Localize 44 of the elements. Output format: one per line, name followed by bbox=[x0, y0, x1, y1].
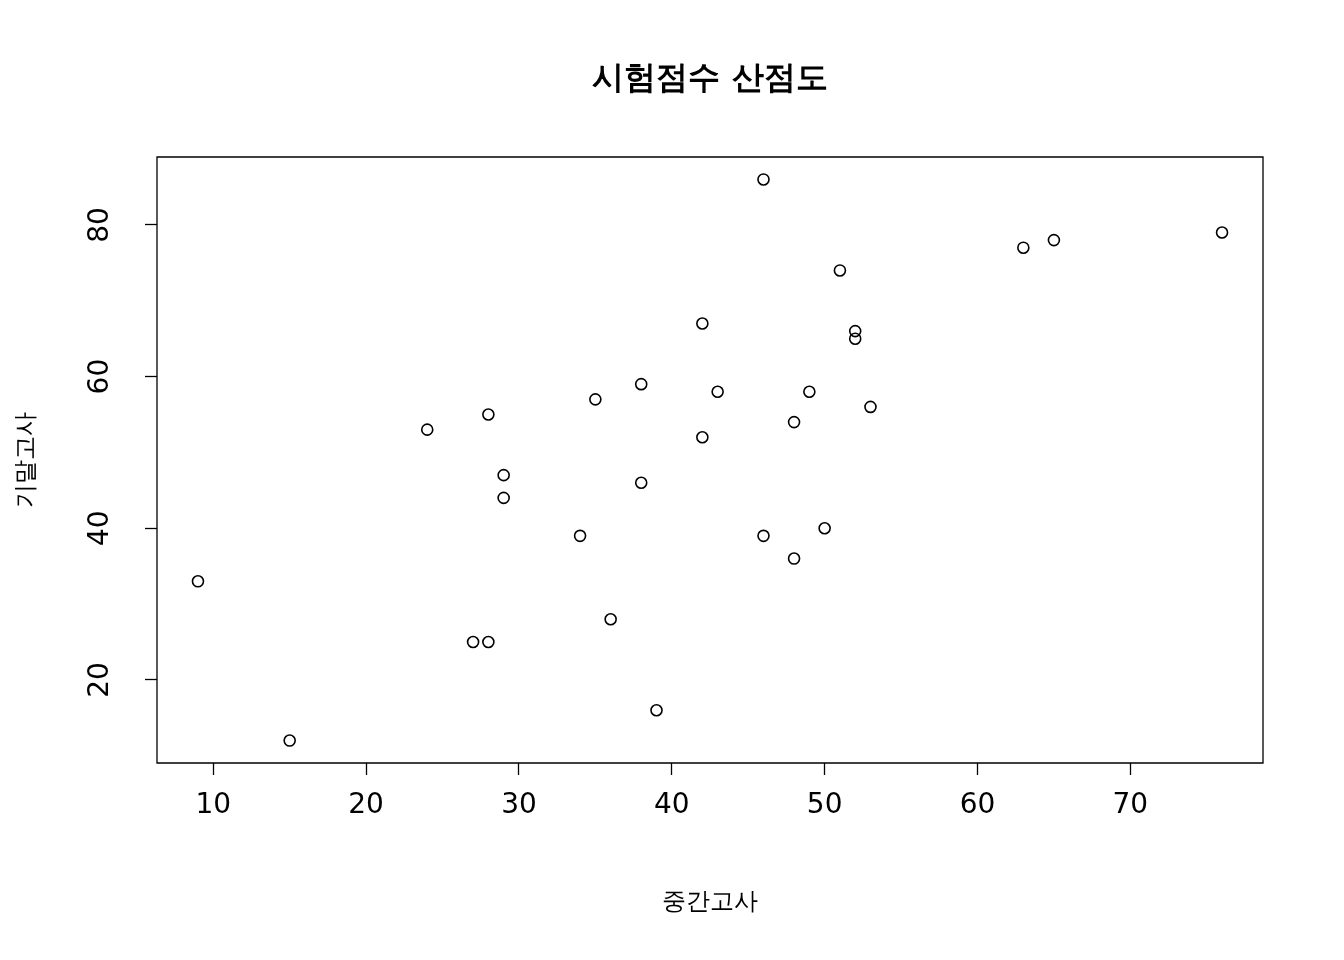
point bbox=[787, 552, 801, 565]
point bbox=[848, 324, 862, 338]
point bbox=[497, 491, 510, 505]
x-tick-label: 40 bbox=[653, 787, 690, 821]
point bbox=[696, 317, 709, 330]
point bbox=[848, 332, 862, 345]
point bbox=[497, 468, 510, 482]
point bbox=[1017, 241, 1030, 254]
point bbox=[420, 423, 434, 436]
chart-title: 시험점수 산점도 bbox=[592, 58, 828, 97]
point bbox=[466, 635, 480, 649]
x-tick-label: 70 bbox=[1112, 787, 1149, 821]
point bbox=[283, 734, 296, 747]
x-tick-label: 20 bbox=[348, 787, 384, 821]
x-axis-title: 중간고사 bbox=[662, 887, 758, 916]
point bbox=[696, 430, 709, 444]
point bbox=[573, 529, 587, 543]
point bbox=[864, 400, 877, 414]
x-tick-label: 30 bbox=[501, 787, 537, 821]
point bbox=[634, 476, 648, 490]
x-tick-label: 50 bbox=[806, 787, 843, 821]
y-tick-label: 40 bbox=[82, 510, 116, 547]
point bbox=[589, 393, 602, 406]
point bbox=[191, 575, 205, 588]
x-tick-label: 60 bbox=[959, 787, 996, 821]
y-axis-title: 기말고사 bbox=[11, 412, 40, 508]
point bbox=[1215, 226, 1229, 239]
point bbox=[757, 529, 770, 543]
point bbox=[833, 264, 847, 277]
point bbox=[482, 635, 495, 649]
point bbox=[803, 385, 816, 399]
point bbox=[818, 521, 831, 535]
point bbox=[757, 173, 770, 186]
point bbox=[604, 612, 617, 626]
point bbox=[634, 377, 648, 391]
y-tick-label: 80 bbox=[82, 207, 116, 243]
y-tick-label: 20 bbox=[82, 662, 116, 698]
point bbox=[482, 408, 495, 421]
point bbox=[1047, 233, 1061, 247]
y-tick-label: 60 bbox=[82, 358, 116, 395]
point bbox=[787, 415, 801, 429]
point bbox=[711, 385, 724, 399]
x-tick-label: 10 bbox=[195, 787, 232, 821]
point bbox=[650, 703, 663, 717]
